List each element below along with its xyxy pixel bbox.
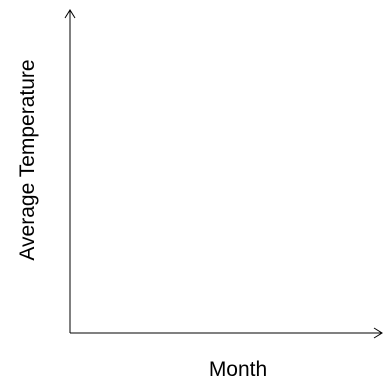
x-axis-arrowhead (373, 327, 383, 339)
y-axis-arrowhead (64, 9, 76, 19)
x-axis (70, 327, 383, 339)
x-axis-label: Month (209, 358, 267, 381)
y-axis-label: Average Temperature (16, 59, 39, 260)
y-axis (64, 9, 76, 333)
